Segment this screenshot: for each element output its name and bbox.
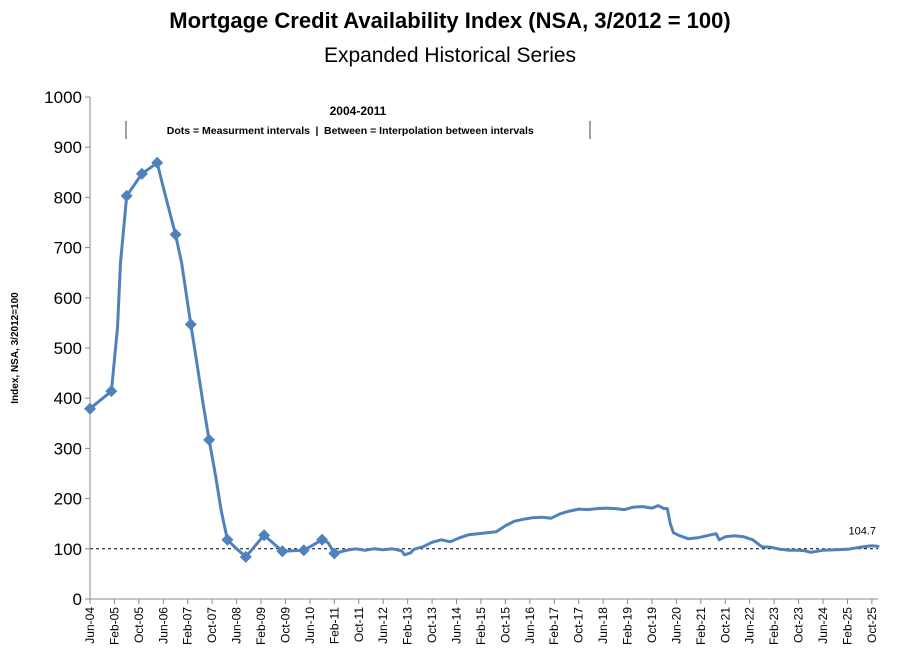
x-tick-label: Oct-09: [278, 607, 292, 643]
series-line: [88, 161, 880, 559]
y-tick-label: 100: [54, 540, 82, 559]
annotation-right-text: Between = Interpolation between interval…: [324, 125, 534, 137]
y-tick-label: 400: [54, 389, 82, 408]
x-tick-label: Jun-24: [816, 607, 830, 644]
x-tick-label: Feb-09: [254, 607, 268, 645]
data-point-marker: [316, 533, 329, 546]
x-tick-label: Feb-17: [547, 607, 561, 645]
x-tick-label: Oct-21: [718, 607, 732, 643]
data-point-marker: [84, 402, 96, 415]
data-point-marker: [258, 529, 271, 542]
y-tick-label: 200: [54, 490, 82, 509]
x-tick-label: Oct-05: [132, 607, 146, 643]
y-tick-label: 300: [54, 439, 82, 458]
x-tick-label: Oct-17: [572, 607, 586, 643]
x-tick-label: Jun-18: [596, 607, 610, 644]
y-tick-label: 900: [54, 138, 82, 157]
data-point-marker: [169, 228, 182, 241]
data-point-marker: [239, 550, 252, 563]
x-tick-label: Feb-11: [327, 607, 341, 644]
y-tick-label: 700: [54, 239, 82, 258]
data-point-marker: [221, 533, 234, 546]
y-tick-label: 1000: [44, 88, 82, 107]
x-tick-label: Feb-21: [694, 607, 708, 645]
x-tick-label: Jun-22: [743, 607, 757, 644]
data-point-marker: [120, 189, 133, 202]
x-tick-label: Oct-19: [645, 607, 659, 643]
x-tick-label: Jun-14: [450, 607, 464, 644]
x-tick-label: Feb-05: [107, 607, 121, 645]
annotation-title: 2004-2011: [330, 104, 387, 118]
annotation-separator: |: [316, 125, 319, 137]
x-tick-label: Oct-25: [865, 607, 879, 643]
x-tick-label: Jun-08: [230, 607, 244, 644]
x-tick-label: Feb-07: [181, 607, 195, 645]
x-tick-label: Jun-20: [669, 607, 683, 644]
x-tick-label: Feb-25: [840, 607, 854, 645]
data-point-marker: [297, 544, 310, 557]
data-point-marker: [276, 545, 289, 558]
x-tick-label: Jun-04: [83, 607, 97, 644]
x-tick-label: Oct-15: [498, 607, 512, 643]
y-tick-label: 500: [54, 339, 82, 358]
data-point-marker: [203, 433, 216, 446]
data-point-marker: [105, 385, 118, 398]
x-tick-label: Jun-10: [303, 607, 317, 644]
x-tick-label: Oct-13: [425, 607, 439, 643]
x-tick-label: Jun-16: [523, 607, 537, 644]
end-value-label: 104.7: [848, 525, 876, 537]
x-tick-label: Jun-12: [376, 607, 390, 644]
data-point-marker: [151, 156, 164, 169]
x-tick-label: Jun-06: [156, 607, 170, 644]
x-tick-label: Feb-19: [621, 607, 635, 645]
x-tick-label: Oct-07: [205, 607, 219, 643]
y-axis-label: Index, NSA, 3/2012=100: [10, 292, 21, 404]
data-point-marker: [328, 547, 341, 560]
x-tick-label: Feb-23: [767, 607, 781, 645]
y-tick-label: 0: [73, 590, 82, 609]
x-tick-label: Oct-11: [352, 607, 366, 642]
chart-subtitle: Expanded Historical Series: [323, 44, 577, 67]
data-point-marker: [184, 318, 197, 331]
x-tick-label: Feb-13: [401, 607, 415, 645]
y-tick-label: 600: [54, 289, 82, 308]
chart-title: Mortgage Credit Availability Index (NSA,…: [169, 8, 731, 33]
x-tick-label: Feb-15: [474, 607, 488, 645]
data-point-marker: [135, 167, 148, 180]
annotation-left-text: Dots = Measurment intervals: [167, 125, 310, 137]
y-tick-label: 800: [54, 188, 82, 207]
x-tick-label: Oct-23: [792, 607, 806, 643]
